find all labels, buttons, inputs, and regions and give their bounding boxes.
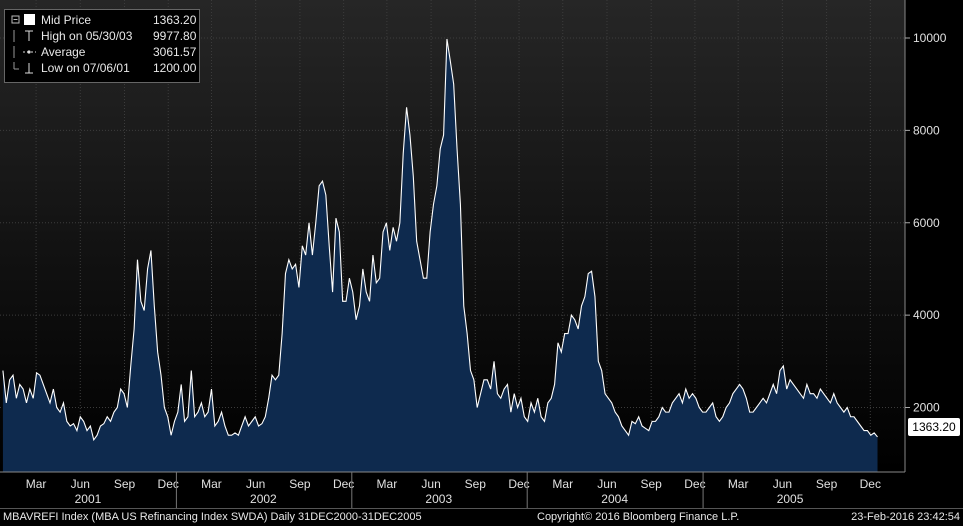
x-tick-label: Sep xyxy=(289,477,311,491)
y-tick-label: 6000 xyxy=(913,216,940,230)
y-tick-label: 2000 xyxy=(913,401,940,415)
x-tick-label: Mar xyxy=(26,477,47,491)
x-tick-label: Dec xyxy=(684,477,705,491)
x-tick-label: Jun xyxy=(773,477,792,491)
footer-ticker: MBAVREFI Index (MBA US Refinancing Index… xyxy=(3,511,422,523)
year-label: 2004 xyxy=(601,492,628,506)
legend-label: High on 05/30/03 xyxy=(41,29,133,43)
x-tick-label: Mar xyxy=(201,477,222,491)
footer-bar: MBAVREFI Index (MBA US Refinancing Index… xyxy=(0,508,963,526)
collapse-square-icon[interactable] xyxy=(11,14,37,26)
x-tick-label: Sep xyxy=(465,477,487,491)
y-tick-label: 10000 xyxy=(913,31,947,45)
year-label: 2002 xyxy=(250,492,277,506)
y-axis: 2000 4000 6000 8000 10000 xyxy=(905,31,947,415)
legend-label: Low on 07/06/01 xyxy=(41,61,130,75)
x-axis: Mar Jun Sep Dec Mar Jun Sep Dec Mar Jun Sep Dec Mar J… xyxy=(26,472,881,508)
year-label: 2005 xyxy=(777,492,804,506)
footer-timestamp: 23-Feb-2016 23:42:54 xyxy=(851,511,960,523)
footer-copyright: Copyright© 2016 Bloomberg Finance L.P. xyxy=(537,511,740,523)
legend-value: 1200.00 xyxy=(153,61,197,75)
legend-value: 3061.57 xyxy=(153,45,197,59)
x-tick-label: Sep xyxy=(114,477,136,491)
legend-label: Mid Price xyxy=(41,13,92,27)
y-tick-label: 4000 xyxy=(913,308,940,322)
legend: Mid Price 1363.20 High on 05/30/03 9977.… xyxy=(4,9,200,83)
y-tick-label: 8000 xyxy=(913,123,940,137)
x-tick-label: Jun xyxy=(421,477,440,491)
x-tick-label: Mar xyxy=(728,477,749,491)
year-label: 2003 xyxy=(425,492,452,506)
x-tick-label: Dec xyxy=(333,477,354,491)
year-label: 2001 xyxy=(75,492,102,506)
high-marker-icon xyxy=(13,30,33,42)
price-area xyxy=(2,39,878,472)
x-tick-label: Jun xyxy=(246,477,265,491)
x-tick-label: Dec xyxy=(508,477,529,491)
x-tick-label: Sep xyxy=(816,477,838,491)
x-tick-label: Sep xyxy=(641,477,663,491)
legend-label: Average xyxy=(41,45,86,59)
x-tick-label: Dec xyxy=(158,477,179,491)
average-marker-icon xyxy=(13,46,36,58)
low-marker-icon xyxy=(13,62,33,74)
price-line xyxy=(2,38,878,442)
legend-value: 1363.20 xyxy=(153,13,197,27)
last-value-badge: 1363.20 xyxy=(908,418,960,436)
legend-value: 9977.80 xyxy=(153,29,197,43)
x-tick-label: Dec xyxy=(860,477,881,491)
x-tick-label: Mar xyxy=(377,477,398,491)
x-tick-label: Mar xyxy=(552,477,573,491)
x-tick-label: Jun xyxy=(71,477,90,491)
x-tick-label: Jun xyxy=(597,477,616,491)
